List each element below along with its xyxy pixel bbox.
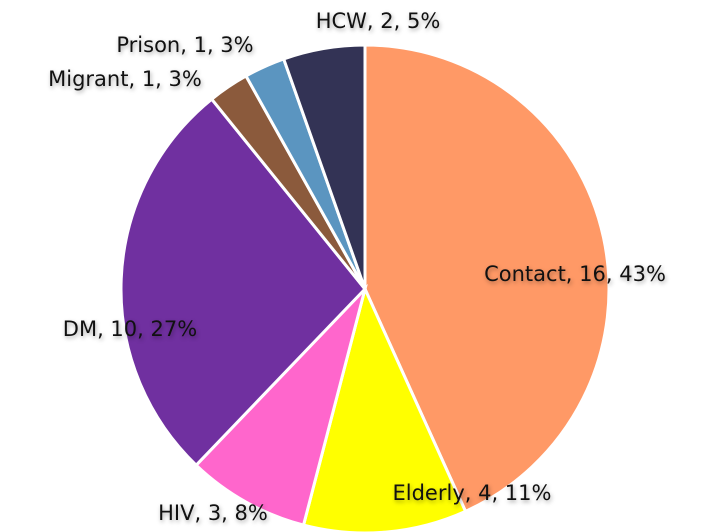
slice-label: DM, 10, 27% [63,317,197,341]
slice-label: Migrant, 1, 3% [48,67,202,91]
pie-slice [119,97,367,468]
slice-label: Prison, 1, 3% [116,33,253,57]
slice-label: Elderly, 4, 11% [393,481,552,505]
slice-label: HCW, 2, 5% [316,9,441,33]
pie-slice [281,43,367,290]
pie-slice [363,43,611,514]
pie-slice [194,283,368,527]
slice-label: HIV, 3, 8% [158,501,268,525]
slice-label: Contact, 16, 43% [484,262,666,286]
pie-slice [301,284,468,532]
